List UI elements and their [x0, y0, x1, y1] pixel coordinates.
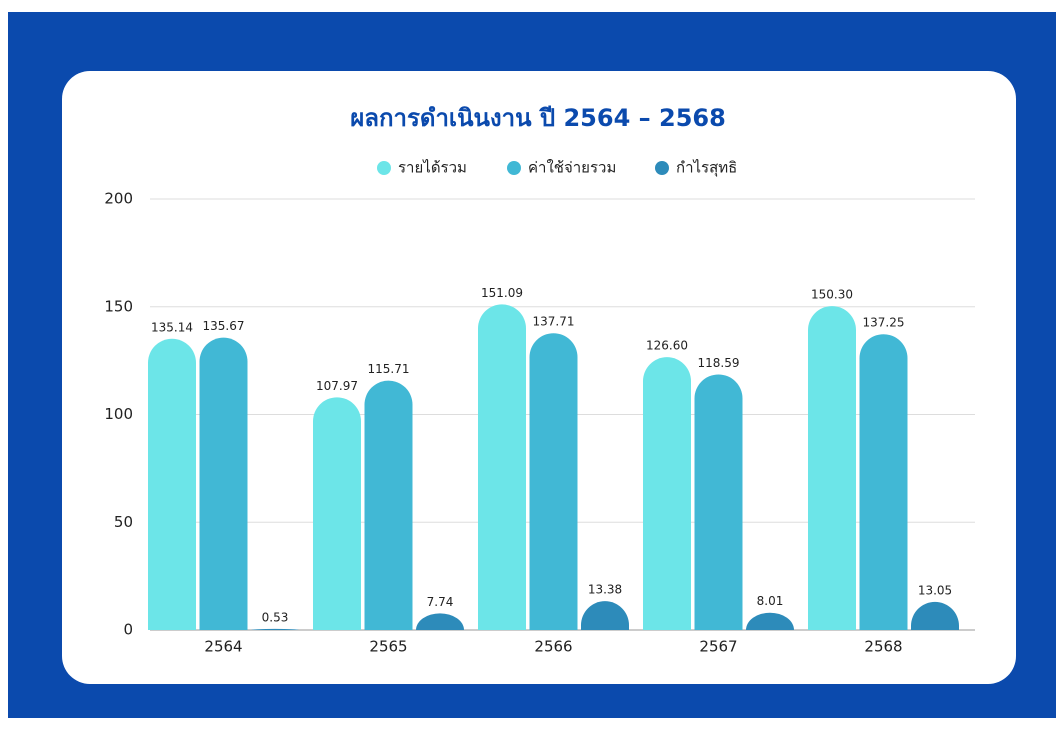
- x-tick-label: 2566: [534, 638, 572, 656]
- legend-marker: [377, 161, 391, 175]
- value-label: 135.67: [203, 319, 245, 333]
- bar: [808, 306, 856, 630]
- bar: [746, 612, 794, 630]
- legend-marker: [655, 161, 669, 175]
- value-label: 7.74: [427, 595, 454, 609]
- value-label: 137.25: [863, 316, 905, 330]
- value-label: 115.71: [368, 362, 410, 376]
- value-label: 8.01: [757, 594, 784, 608]
- legend-label: รายได้รวม: [398, 159, 467, 177]
- legend-label: ค่าใช้จ่ายรวม: [528, 159, 616, 177]
- y-tick-label: 150: [104, 297, 133, 315]
- value-label: 13.05: [918, 583, 952, 597]
- value-label: 150.30: [811, 288, 853, 302]
- value-label: 151.09: [481, 286, 523, 300]
- bar: [251, 628, 299, 630]
- value-label: 118.59: [698, 356, 740, 370]
- bar: [529, 333, 578, 630]
- x-tick-label: 2567: [699, 638, 737, 656]
- y-tick-label: 50: [114, 513, 133, 531]
- bar: [416, 613, 464, 630]
- legend-label: กำไรสุทธิ: [676, 159, 737, 178]
- value-label: 0.53: [262, 610, 289, 624]
- bar: [148, 338, 196, 630]
- bar: [478, 304, 526, 630]
- bar: [911, 601, 959, 630]
- y-tick-label: 0: [123, 621, 133, 639]
- value-label: 137.71: [533, 315, 575, 329]
- value-label: 126.60: [646, 339, 688, 353]
- bar: [364, 380, 413, 630]
- legend-marker: [507, 161, 521, 175]
- y-tick-label: 100: [104, 405, 133, 423]
- x-tick-label: 2565: [369, 638, 407, 656]
- x-tick-label: 2564: [204, 638, 242, 656]
- value-label: 13.38: [588, 583, 622, 597]
- bar: [859, 334, 908, 630]
- bar: [313, 397, 361, 630]
- chart-title: ผลการดำเนินงาน ปี 2564 – 2568: [350, 104, 726, 132]
- x-tick-label: 2568: [864, 638, 902, 656]
- bar: [643, 357, 691, 630]
- value-label: 135.14: [151, 320, 193, 334]
- y-tick-label: 200: [104, 190, 133, 208]
- value-label: 107.97: [316, 379, 358, 393]
- bar: [199, 337, 248, 630]
- bar: [694, 374, 743, 630]
- bar: [581, 601, 629, 630]
